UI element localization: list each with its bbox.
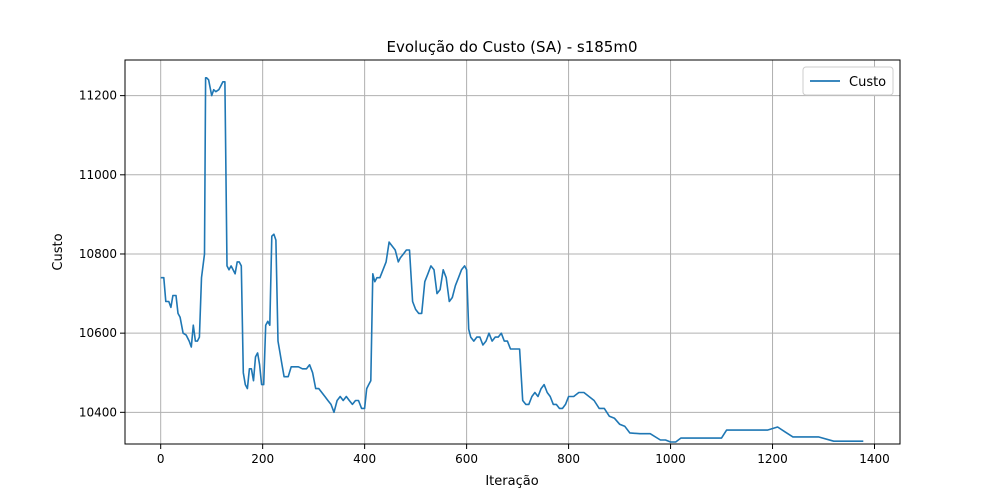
y-tick-label: 10800 — [79, 247, 117, 261]
plot-frame — [124, 59, 901, 445]
y-axis-label: Custo — [51, 233, 66, 270]
x-tick-label: 800 — [557, 452, 580, 466]
x-tick-label: 200 — [251, 452, 274, 466]
x-axis-label: Iteração — [485, 474, 538, 489]
chart-title: Evolução do Custo (SA) - s185m0 — [387, 38, 638, 56]
grid — [125, 60, 900, 444]
x-tick-label: 600 — [455, 452, 478, 466]
legend-label: Custo — [849, 75, 886, 90]
y-tick-label: 10600 — [79, 326, 117, 340]
x-tick-label: 1200 — [757, 452, 788, 466]
x-tick-label: 0 — [157, 452, 165, 466]
series-line-custo — [160, 77, 864, 443]
legend-box — [802, 66, 894, 96]
ticks: 0 200 400 600 800 1000 1200 1400 10400 10600 10800… — [79, 89, 890, 466]
y-tick-label: 11200 — [79, 89, 117, 103]
legend: Custo — [802, 66, 894, 96]
x-tick-label: 400 — [353, 452, 376, 466]
y-tick-label: 11000 — [79, 168, 117, 182]
x-tick-label: 1400 — [859, 452, 890, 466]
x-tick-label: 1000 — [655, 452, 686, 466]
y-tick-label: 10400 — [79, 405, 117, 419]
